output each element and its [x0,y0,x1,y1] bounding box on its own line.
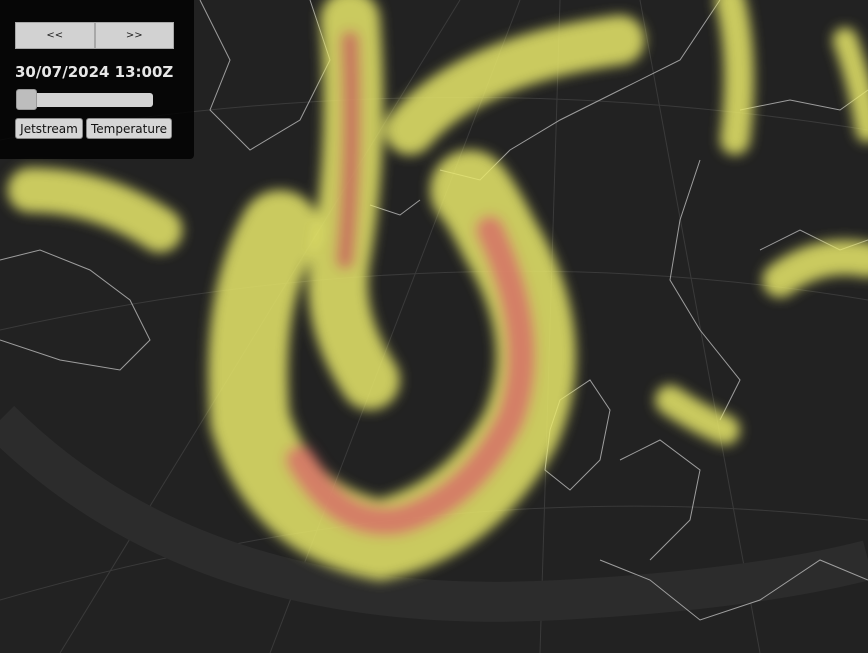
time-slider-thumb[interactable] [16,89,37,110]
time-nav: << >> [15,22,174,49]
next-button[interactable]: >> [94,22,174,49]
jetstream-layer [7,0,868,581]
control-panel: << >> 30/07/2024 13:00Z Jetstream Temper… [0,0,194,159]
prev-button[interactable]: << [15,22,95,49]
jetstream-button[interactable]: Jetstream [15,118,83,139]
time-slider[interactable] [16,89,153,110]
timestamp: 30/07/2024 13:00Z [15,63,174,81]
temperature-button[interactable]: Temperature [86,118,172,139]
hemisphere-edge [0,405,868,622]
